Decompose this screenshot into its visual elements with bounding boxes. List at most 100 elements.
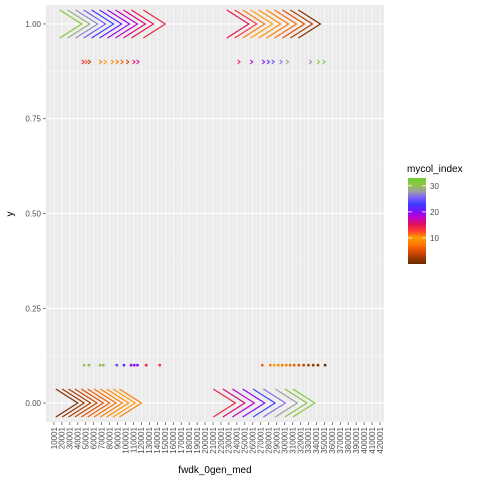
x-tick-label: 360001 [328,426,337,453]
legend-colorbar [408,178,426,264]
y-tick-label: 0.25 [25,304,41,313]
data-point-chevron [123,9,147,39]
legend-tick-label: 30 [430,182,439,191]
x-tick-label: 150001 [161,426,170,453]
x-tick-label: 210001 [209,426,218,453]
data-point-dot [316,363,320,367]
x-tick-label: 60001 [90,426,99,449]
data-point-chevron [55,388,79,418]
data-point-chevron [237,59,241,65]
x-tick-label: 270001 [257,426,266,453]
data-point-chevron [106,388,130,418]
x-tick-label: 100001 [121,426,130,453]
x-tick-label: 340001 [312,426,321,453]
x-tick-label: 180001 [185,426,194,453]
data-point-chevron [93,388,118,418]
x-tick-label: 10001 [50,426,59,449]
data-point-chevron [59,9,83,39]
data-point-chevron [136,59,140,65]
data-point-chevron [234,9,258,39]
x-tick-label: 40001 [74,426,83,449]
data-point-chevron [266,59,271,65]
x-tick-label: 370001 [336,426,345,453]
data-point-chevron [103,59,108,65]
data-point-dot [280,363,284,367]
x-tick-label: 130001 [145,426,154,453]
data-point-dot [132,363,136,367]
x-tick-label: 30001 [66,426,75,449]
x-tick-label: 390001 [352,426,361,453]
data-point-dot [101,363,105,367]
data-point-chevron [298,9,322,39]
data-point-chevron [142,9,167,39]
data-point-chevron [261,59,266,65]
x-tick-label: 190001 [193,426,202,453]
x-tick-label: 160001 [169,426,178,453]
data-point-chevron [285,59,290,65]
data-point-chevron [249,59,254,65]
data-point-dot [158,363,162,367]
x-tick-label: 230001 [225,426,234,453]
x-axis-title: fwdk_0gen_med [178,465,251,476]
x-tick-label: 300001 [280,426,289,453]
data-point-chevron [222,388,246,418]
x-tick-label: 240001 [233,426,242,453]
data-point-dot [272,363,276,367]
data-point-chevron [91,9,115,39]
data-point-dot [82,363,86,367]
x-tick-label: 80001 [105,426,114,449]
data-point-chevron [87,388,111,418]
data-point-chevron [322,59,326,65]
data-point-dot [323,363,327,367]
data-point-chevron [308,59,313,65]
data-point-chevron [61,388,86,418]
data-point-chevron [258,9,282,39]
data-point-chevron [274,9,298,39]
data-point-chevron [282,9,306,39]
data-point-chevron [80,388,105,418]
x-tick-label: 120001 [137,426,146,453]
data-point-chevron [132,59,136,65]
y-tick-label: 1.00 [25,20,41,29]
data-point-chevron [250,9,274,39]
x-tick-label: 200001 [201,426,210,453]
x-tick-label: 90001 [113,426,122,449]
data-point-chevron [212,388,237,418]
x-tick-label: 420001 [376,426,385,453]
data-point-chevron [292,388,316,418]
data-point-dot [87,363,91,367]
data-point-chevron [271,59,276,65]
x-tick-label: 50001 [82,426,91,449]
x-tick-label: 20001 [58,426,67,449]
x-tick-label: 290001 [272,426,281,453]
data-marks [55,9,327,418]
legend-tick-label: 10 [430,234,439,243]
data-point-chevron [68,388,92,418]
x-tick-label: 330001 [304,426,313,453]
data-point-chevron [99,9,123,39]
x-tick-label: 380001 [344,426,353,453]
data-point-chevron [274,388,299,418]
data-point-dot [268,363,272,367]
data-point-chevron [98,59,103,65]
data-point-chevron [87,59,92,65]
x-tick-label: 250001 [241,426,250,453]
x-tick-label: 350001 [320,426,329,453]
data-point-chevron [266,9,290,39]
x-tick-label: 170001 [177,426,186,453]
data-point-dot [276,363,280,367]
x-tick-label: 70001 [97,426,106,449]
data-point-chevron [131,9,155,39]
data-point-dot [260,363,264,367]
x-tick-label: 310001 [288,426,297,453]
data-point-chevron [226,9,250,39]
data-point-chevron [115,9,139,39]
data-point-chevron [290,9,314,39]
legend-title: mycol_index [407,164,463,175]
data-point-chevron [279,59,284,65]
data-point-dot [129,363,133,367]
data-point-chevron [284,388,308,418]
y-axis: 0.00 0.25 0.50 0.75 1.00 [25,20,46,408]
y-axis-title: y [5,212,16,217]
